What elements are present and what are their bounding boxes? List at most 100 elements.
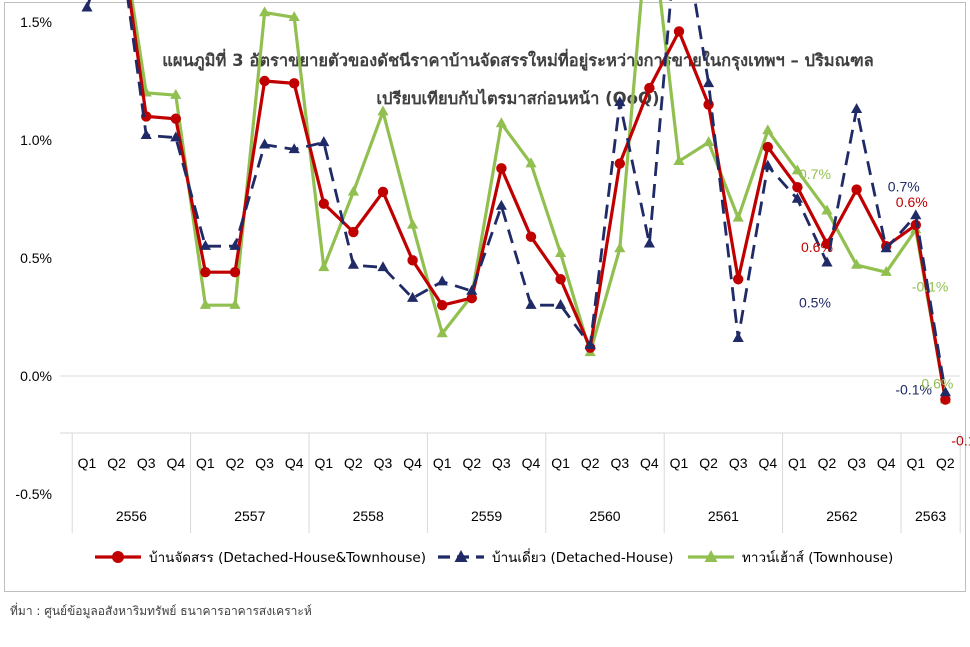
x-axis: Q1 Q2 Q3 Q4 Q1 Q2 Q3 Q4 Q1 Q2 Q3 Q4 Q1 Q2 Q3 Q4 Q1 Q2 Q3 Q4… bbox=[60, 432, 961, 533]
x-tick-label: Q1 bbox=[906, 455, 925, 471]
data-point bbox=[703, 136, 715, 147]
data-label: -0.1% bbox=[912, 279, 949, 295]
data-point bbox=[437, 300, 448, 311]
data-point bbox=[170, 113, 181, 124]
data-point bbox=[673, 26, 685, 37]
data-label: 0.6% bbox=[801, 239, 833, 255]
y-tick-label: -0.5% bbox=[15, 486, 52, 502]
y-tick-label: 1.5% bbox=[20, 14, 52, 30]
data-point bbox=[851, 258, 863, 269]
year-label: 2560 bbox=[589, 508, 620, 524]
data-point bbox=[170, 131, 182, 142]
legend-item: ทาวน์เฮ้าส์ (Townhouse) bbox=[688, 549, 893, 566]
x-tick-label: Q3 bbox=[492, 455, 511, 471]
series-0 bbox=[128, 0, 951, 405]
data-label: 0.7% bbox=[799, 166, 831, 182]
data-point bbox=[466, 284, 478, 295]
data-point bbox=[318, 136, 330, 147]
legend-label: ทาวน์เฮ้าส์ (Townhouse) bbox=[742, 549, 893, 566]
data-point bbox=[762, 141, 773, 153]
x-tick-label: Q4 bbox=[522, 455, 541, 471]
line-chart: แผนภูมิที่ 3 อัตราขยายตัวของดัชนีราคาบ้า… bbox=[15, 0, 970, 566]
data-point bbox=[792, 182, 803, 193]
data-point bbox=[762, 124, 774, 135]
data-point bbox=[762, 159, 774, 170]
series-group bbox=[81, 0, 951, 405]
data-label: 0.7% bbox=[888, 179, 920, 195]
legend-marker bbox=[112, 551, 124, 563]
data-point bbox=[229, 266, 241, 278]
data-point bbox=[614, 242, 626, 253]
data-point bbox=[495, 199, 507, 210]
series-2 bbox=[130, 0, 951, 404]
data-labels: -0.1%0.6%0.6%0.5%0.7%-0.1%0.7%0.6%-0.1% bbox=[799, 166, 970, 449]
data-label: -0.1% bbox=[895, 382, 932, 398]
data-point bbox=[614, 96, 626, 106]
x-tick-label: Q3 bbox=[729, 455, 748, 471]
x-tick-label: Q2 bbox=[699, 455, 718, 471]
x-tick-label: Q3 bbox=[137, 455, 156, 471]
data-point bbox=[732, 332, 744, 342]
x-tick-label: Q4 bbox=[403, 455, 422, 471]
data-point bbox=[495, 117, 507, 128]
data-point bbox=[259, 6, 271, 17]
x-tick-label: Q4 bbox=[877, 455, 896, 471]
data-point bbox=[555, 299, 567, 309]
data-point bbox=[614, 158, 625, 169]
x-tick-label: Q1 bbox=[314, 455, 333, 471]
data-point bbox=[288, 143, 300, 154]
x-tick-label: Q2 bbox=[936, 455, 955, 471]
data-point bbox=[199, 240, 211, 250]
x-tick-label: Q4 bbox=[285, 455, 304, 471]
data-point bbox=[318, 261, 330, 272]
x-tick-label: Q1 bbox=[551, 455, 570, 471]
x-tick-label: Q3 bbox=[255, 455, 274, 471]
data-point bbox=[525, 299, 537, 309]
data-point bbox=[348, 226, 359, 238]
source-note: ที่มา : ศูนย์ข้อมูลอสังหาริมทรัพย์ ธนาคา… bbox=[10, 604, 312, 618]
data-point bbox=[791, 164, 803, 175]
data-point bbox=[377, 261, 389, 272]
data-point bbox=[407, 255, 418, 266]
x-tick-label: Q2 bbox=[462, 455, 481, 471]
data-point bbox=[555, 274, 566, 285]
data-label: 0.6% bbox=[896, 194, 928, 210]
data-point bbox=[318, 198, 329, 209]
data-point bbox=[940, 394, 951, 405]
data-point bbox=[851, 184, 862, 195]
data-point bbox=[939, 386, 951, 397]
data-point bbox=[496, 163, 507, 174]
year-label: 2561 bbox=[708, 508, 739, 524]
year-label: 2557 bbox=[234, 508, 265, 524]
year-label: 2562 bbox=[826, 508, 857, 524]
legend-marker bbox=[704, 550, 718, 562]
data-point bbox=[347, 258, 359, 269]
x-tick-label: Q1 bbox=[670, 455, 689, 471]
series-line bbox=[130, 0, 947, 400]
data-point bbox=[200, 266, 211, 278]
data-point bbox=[555, 247, 567, 257]
x-tick-label: Q1 bbox=[196, 455, 215, 471]
x-tick-label: Q1 bbox=[78, 455, 97, 471]
data-point bbox=[880, 265, 892, 276]
data-point bbox=[407, 291, 419, 302]
data-point bbox=[733, 274, 744, 285]
y-axis: -0.5%0.0%0.5%1.0%1.5%2.0%2.5% bbox=[15, 14, 961, 502]
data-point bbox=[673, 155, 685, 165]
x-tick-label: Q2 bbox=[818, 455, 837, 471]
legend-item: บ้านเดี่ยว (Detached-House) bbox=[438, 548, 673, 566]
y-tick-label: 0.5% bbox=[20, 250, 52, 266]
series-line bbox=[85, 0, 947, 393]
data-point bbox=[910, 209, 922, 220]
data-point bbox=[436, 275, 448, 286]
data-point bbox=[851, 103, 863, 114]
data-point bbox=[259, 75, 270, 87]
x-tick-label: Q1 bbox=[788, 455, 807, 471]
year-label: 2563 bbox=[915, 508, 946, 524]
data-point bbox=[347, 185, 359, 196]
x-tick-label: Q3 bbox=[847, 455, 866, 471]
legend: บ้านจัดสรร (Detached-House&Townhouse) บ้า… bbox=[95, 548, 893, 566]
x-tick-label: Q4 bbox=[758, 455, 777, 471]
series-1 bbox=[81, 0, 951, 397]
x-tick-label: Q2 bbox=[226, 455, 245, 471]
